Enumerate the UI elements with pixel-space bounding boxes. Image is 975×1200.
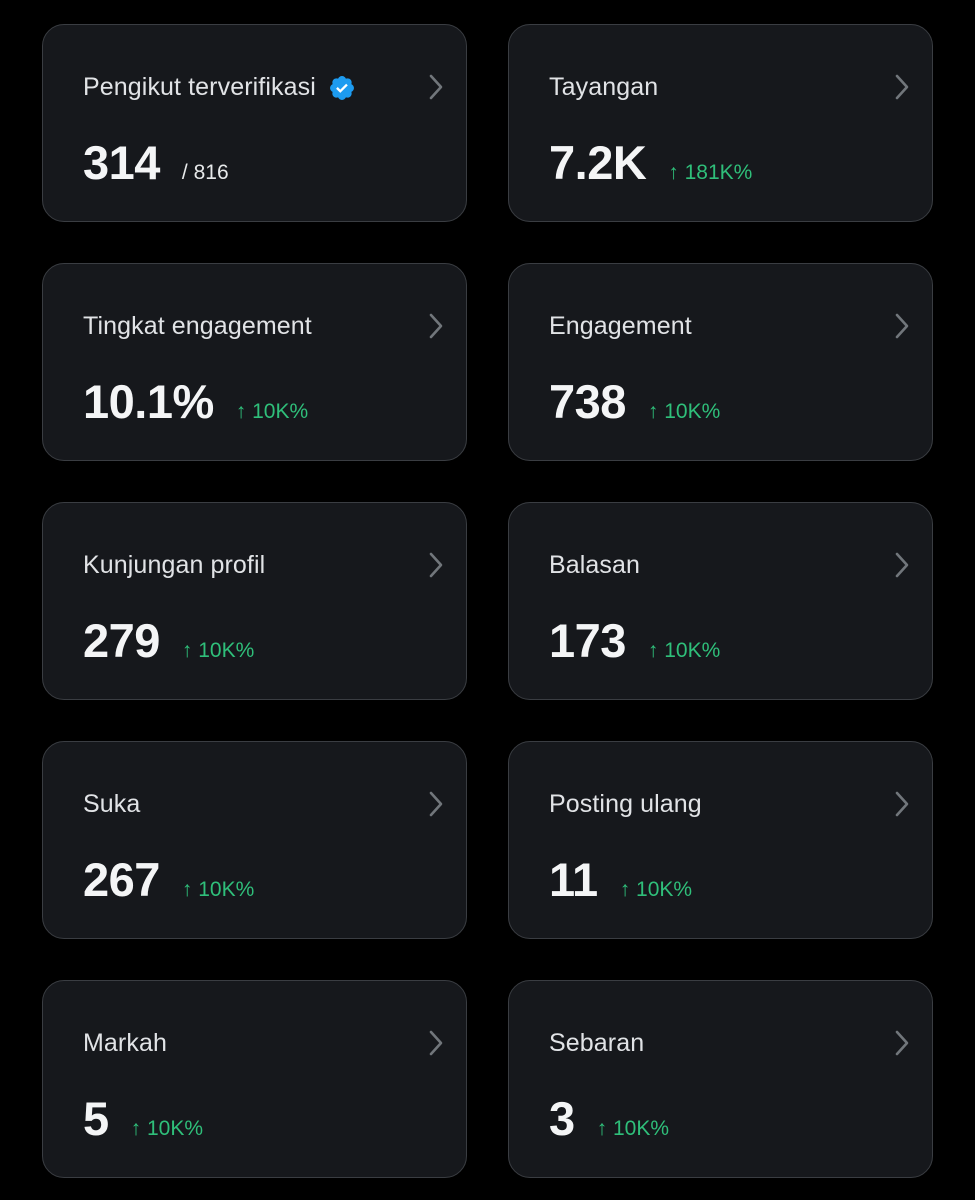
metric-change: ↑ 10K% [181,639,255,662]
metric-change: ↑ 10K% [130,1117,204,1140]
metric-value-row: 10.1% ↑ 10K% [83,374,308,429]
metric-card-title: Kunjungan profil [83,551,266,579]
metric-card-engagement-rate[interactable]: Tingkat engagement 10.1% ↑ 10K% [42,263,467,461]
metric-card-title-row: Balasan [549,551,640,580]
chevron-right-icon[interactable] [894,1029,910,1057]
chevron-right-icon[interactable] [894,790,910,818]
metric-value: 11 [549,853,598,906]
metric-card-title-row: Posting ulang [549,790,702,819]
metric-card-title: Markah [83,1029,167,1057]
metric-value-row: 7.2K ↑ 181K% [549,135,752,190]
metric-card-shares[interactable]: Sebaran 3 ↑ 10K% [508,980,933,1178]
metric-card-title: Balasan [549,551,641,579]
metric-card-engagement[interactable]: Engagement 738 ↑ 10K% [508,263,933,461]
metric-value-row: 173 ↑ 10K% [549,613,720,668]
metric-value: 3 [549,1092,575,1145]
metric-card-title: Tingkat engagement [83,312,312,340]
metric-value-row: 279 ↑ 10K% [83,613,254,668]
metric-card-title-row: Engagement [549,312,692,341]
chevron-right-icon[interactable] [428,551,444,579]
metric-card-impressions[interactable]: Tayangan 7.2K ↑ 181K% [508,24,933,222]
metric-card-title: Posting ulang [549,790,702,818]
metrics-grid: Pengikut terverifikasi 314 / 816 Tayanga… [42,24,933,1178]
metric-value: 267 [83,853,160,906]
chevron-right-icon[interactable] [428,790,444,818]
metric-value: 738 [549,375,626,428]
metric-change: ↑ 10K% [619,878,693,901]
chevron-right-icon[interactable] [894,73,910,101]
metric-change: ↑ 181K% [668,161,753,184]
verified-badge-icon [329,75,354,100]
metric-card-reposts[interactable]: Posting ulang 11 ↑ 10K% [508,741,933,939]
chevron-right-icon[interactable] [428,1029,444,1057]
metric-card-title-row: Suka [83,790,140,819]
metric-card-title: Tayangan [549,73,659,101]
metric-denominator: / 816 [181,161,229,184]
metric-card-title: Suka [83,790,141,818]
chevron-right-icon[interactable] [428,312,444,340]
metric-value-row: 314 / 816 [83,135,229,190]
metric-card-title: Sebaran [549,1029,645,1057]
metric-card-title-row: Tingkat engagement [83,312,312,341]
metric-card-likes[interactable]: Suka 267 ↑ 10K% [42,741,467,939]
metric-value: 173 [549,614,626,667]
metric-value: 10.1% [83,375,214,428]
metric-value-row: 5 ↑ 10K% [83,1091,203,1146]
metric-card-title-row: Tayangan [549,73,658,102]
metric-change: ↑ 10K% [647,400,721,423]
metric-value-row: 738 ↑ 10K% [549,374,720,429]
metric-value: 5 [83,1092,109,1145]
metric-card-bookmarks[interactable]: Markah 5 ↑ 10K% [42,980,467,1178]
metric-change: ↑ 10K% [235,400,309,423]
chevron-right-icon[interactable] [894,551,910,579]
metric-card-replies[interactable]: Balasan 173 ↑ 10K% [508,502,933,700]
chevron-right-icon[interactable] [428,73,444,101]
metric-change: ↑ 10K% [596,1117,670,1140]
metric-change: ↑ 10K% [181,878,255,901]
metric-card-title: Engagement [549,312,692,340]
metric-value: 279 [83,614,160,667]
metric-card-profile-visits[interactable]: Kunjungan profil 279 ↑ 10K% [42,502,467,700]
metric-change: ↑ 10K% [647,639,721,662]
metric-value: 7.2K [549,136,647,189]
metric-value-row: 3 ↑ 10K% [549,1091,669,1146]
metric-card-title-row: Markah [83,1029,167,1058]
metric-card-title-row: Kunjungan profil [83,551,265,580]
metric-card-verified-followers[interactable]: Pengikut terverifikasi 314 / 816 [42,24,467,222]
metric-card-title: Pengikut terverifikasi [83,73,316,101]
metric-value-row: 267 ↑ 10K% [83,852,254,907]
metric-card-title-row: Sebaran [549,1029,644,1058]
metric-card-title-row: Pengikut terverifikasi [83,73,356,102]
metric-value-row: 11 ↑ 10K% [549,852,692,907]
chevron-right-icon[interactable] [894,312,910,340]
metric-value: 314 [83,136,160,189]
